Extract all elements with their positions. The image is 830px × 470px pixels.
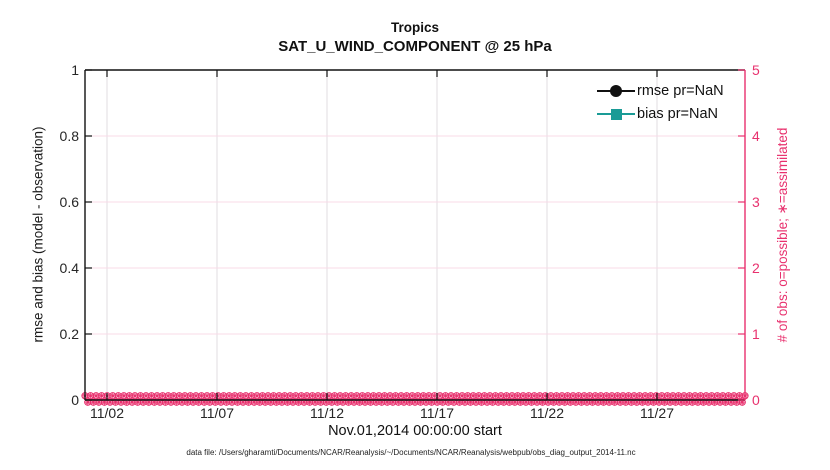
- x-axis-label: Nov.01,2014 00:00:00 start: [328, 423, 502, 439]
- data-file-caption: data file: /Users/gharamti/Documents/NCA…: [186, 448, 636, 457]
- legend-entry: bias pr=NaN: [597, 103, 724, 124]
- y-tick-label-left: 0: [71, 392, 79, 408]
- y-tick-label-left: 0.2: [59, 326, 79, 342]
- bias-square-marker-icon: [597, 103, 635, 124]
- square-marker: [611, 108, 622, 120]
- rmse-circle-marker-icon: [597, 80, 635, 101]
- y-tick-label-left: 0.6: [59, 194, 79, 210]
- y-tick-label-right: 4: [752, 128, 760, 144]
- x-tick-label: 11/02: [90, 405, 124, 421]
- y-tick-label-left: 0.8: [59, 128, 79, 144]
- legend-label: rmse pr=NaN: [637, 82, 724, 99]
- legend-label: bias pr=NaN: [637, 105, 718, 122]
- x-tick-label: 11/27: [640, 405, 674, 421]
- circle-marker: [610, 84, 622, 97]
- x-tick-label: 11/07: [200, 405, 234, 421]
- plot-title-variable: SAT_U_WIND_COMPONENT @ 25 hPa: [278, 38, 552, 55]
- legend: rmse pr=NaN bias pr=NaN: [597, 80, 724, 124]
- y-tick-label-left: 1: [71, 62, 79, 78]
- x-tick-label: 11/22: [530, 405, 564, 421]
- plot-title-region: Tropics: [390, 20, 439, 35]
- y-tick-label-right: 0: [752, 392, 760, 408]
- legend-entry: rmse pr=NaN: [597, 80, 724, 101]
- y-tick-label-right: 1: [752, 326, 760, 342]
- x-tick-label: 11/17: [420, 405, 454, 421]
- y-tick-label-right: 3: [752, 194, 760, 210]
- y-tick-label-right: 5: [752, 62, 760, 78]
- x-tick-label: 11/12: [310, 405, 344, 421]
- y-axis-label-left: rmse and bias (model - observation): [30, 126, 46, 343]
- y-axis-label-right: # of obs: o=possible; ∗=assimilated: [775, 127, 790, 343]
- y-tick-label-left: 0.4: [59, 260, 79, 276]
- y-tick-label-right: 2: [752, 260, 760, 276]
